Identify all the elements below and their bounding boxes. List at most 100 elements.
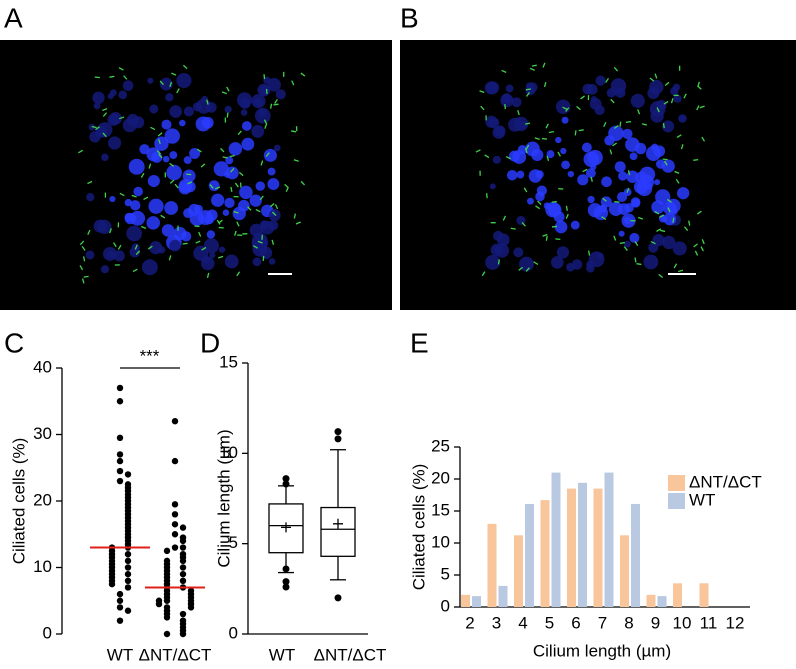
cilium [117,244,122,250]
nucleus [178,181,192,195]
cilium [102,108,108,112]
nucleus [593,205,609,221]
nucleus [486,81,500,95]
cilium [565,213,569,219]
cilium [300,72,306,77]
nucleus [128,158,145,175]
cilium [641,123,648,126]
cilium [169,179,175,184]
cilium [548,131,554,134]
cilium [169,162,175,167]
y-tick-label: 10 [219,443,238,462]
cilium [673,263,678,269]
nucleus [636,180,653,197]
data-point [116,604,124,611]
cilium [273,103,279,106]
cilium [263,74,266,80]
cilium [501,69,507,73]
nucleus [260,239,269,248]
nucleus [614,87,626,98]
y-tick-label: 30 [33,424,52,443]
nucleus [85,250,95,260]
nucleus [560,147,567,155]
nucleus [86,193,95,202]
nucleus [252,257,262,267]
nucleus [673,94,682,103]
x-tick-label: 2 [465,613,474,632]
data-point [163,614,171,621]
cilium [675,178,680,184]
nucleus [555,99,571,114]
nucleus [201,116,214,129]
micrograph-content [78,62,706,284]
nucleus [251,124,265,138]
cilium [291,130,297,133]
nucleus [654,179,661,186]
nucleus [662,120,675,133]
cilium [78,149,84,154]
cilium [625,120,631,123]
nucleus [258,108,267,117]
data-point [179,537,187,545]
nucleus [585,168,596,179]
cilium [525,122,531,125]
bar [514,535,523,607]
cilium [663,160,668,166]
x-axis-label: Cilium length (µm) [533,641,671,660]
nucleus [595,75,606,86]
cilium [696,210,702,215]
nucleus [666,198,681,213]
nucleus [132,116,145,129]
cilium [557,151,561,157]
cilium [156,150,162,155]
nucleus [126,225,143,242]
nucleus [232,206,246,221]
panel-label: E [410,327,429,358]
cilium [206,99,209,105]
cilium [619,241,625,244]
x-tick-label: WT [269,645,295,664]
nucleus [236,92,253,108]
legend-label: ΔNT/ΔCT [689,472,762,491]
cilium [140,172,145,178]
data-point [124,577,132,584]
nucleus [501,93,512,104]
cilium [523,187,528,193]
nucleus [133,186,143,197]
nucleus [173,226,187,241]
nucleus [587,195,595,204]
cilium [230,168,235,173]
cilium [131,194,137,198]
cilium [480,105,485,111]
cilium [517,110,520,116]
nucleus [124,198,132,207]
nucleus [536,185,547,196]
cilium [200,163,206,168]
cilium [526,92,530,97]
cilium [609,149,613,155]
cilium [546,155,550,161]
cilium [613,235,617,241]
nucleus [249,223,263,237]
cilium [196,148,202,153]
cilium [666,198,672,203]
nucleus [672,241,687,256]
nucleus [554,220,568,234]
cilium [293,213,297,219]
nucleus [200,256,215,271]
data-point [116,590,124,598]
nucleus [161,224,175,237]
nucleus [570,220,580,230]
nucleus [257,83,271,97]
nucleus [519,256,534,272]
data-point [163,597,171,604]
data-point [179,577,187,584]
cilium [672,217,675,223]
bar [551,472,561,607]
nucleus [183,156,192,165]
x-tick-label: 4 [518,613,527,632]
cilium [676,134,682,138]
data-point [124,564,132,571]
nucleus [614,161,626,173]
bar [525,503,534,607]
